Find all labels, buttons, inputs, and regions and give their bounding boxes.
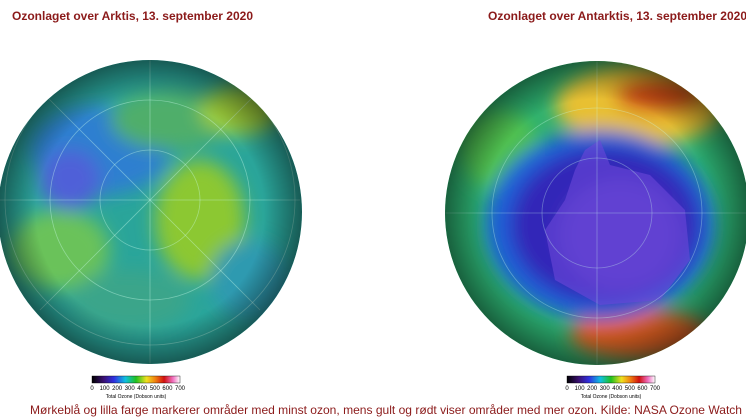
colorbar-tick: 400 — [612, 386, 623, 392]
colorbar-tick: 400 — [137, 386, 148, 392]
colorbar-label: Total Ozone (Dobson units) — [106, 394, 167, 400]
colorbar-tick: 700 — [175, 386, 186, 392]
colorbar-label: Total Ozone (Dobson units) — [581, 394, 642, 400]
colorbar-tick: 200 — [112, 386, 123, 392]
colorbar-tick: 300 — [600, 386, 611, 392]
colorbar-tick: 700 — [650, 386, 661, 392]
colorbar-tick: 300 — [125, 386, 136, 392]
colorbar-tick: 100 — [575, 386, 586, 392]
caption: Mørkeblå og lilla farge markerer områder… — [30, 403, 742, 417]
colorbar-tick: 100 — [100, 386, 111, 392]
colorbar-tick: 200 — [587, 386, 598, 392]
colorbar-tick: 600 — [637, 386, 648, 392]
panel-title: Ozonlaget over Arktis, 13. september 202… — [12, 9, 253, 23]
colorbar-tick: 600 — [162, 386, 173, 392]
colorbar — [566, 375, 656, 384]
colorbar-tick: 500 — [150, 386, 161, 392]
antarctic-globe — [445, 61, 746, 365]
colorbar-tick: 500 — [625, 386, 636, 392]
panel-title: Ozonlaget over Antarktis, 13. september … — [488, 9, 746, 23]
colorbar-tick: 0 — [565, 386, 569, 392]
colorbar — [91, 375, 181, 384]
arctic-globe — [0, 60, 302, 364]
colorbar-tick: 0 — [90, 386, 94, 392]
